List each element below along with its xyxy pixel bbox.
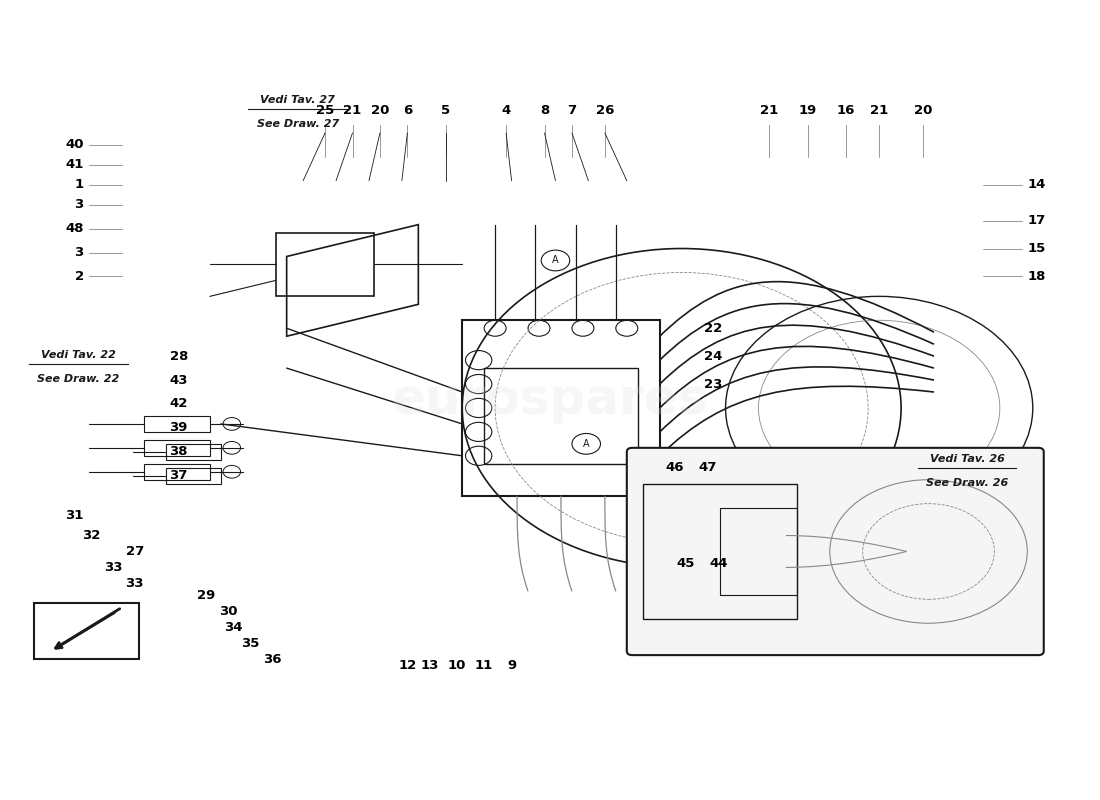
Text: 15: 15 (1027, 242, 1045, 255)
Text: 21: 21 (870, 104, 889, 117)
Text: 22: 22 (704, 322, 722, 334)
Text: 2: 2 (75, 270, 84, 283)
Bar (144, 440, 210, 456)
Text: 14: 14 (1027, 178, 1046, 191)
Text: 43: 43 (169, 374, 188, 386)
Text: 9: 9 (507, 659, 516, 672)
Text: See Draw. 26: See Draw. 26 (926, 478, 1008, 488)
Text: See Draw. 22: See Draw. 22 (37, 374, 119, 384)
Bar (462, 320, 660, 496)
Text: 5: 5 (441, 104, 450, 117)
Bar (144, 416, 210, 432)
Bar (276, 233, 374, 296)
Bar (166, 468, 221, 484)
Text: 16: 16 (837, 104, 856, 117)
Text: Vedi Tav. 26: Vedi Tav. 26 (930, 454, 1004, 464)
Bar (644, 484, 796, 619)
Text: 7: 7 (568, 104, 576, 117)
Text: 35: 35 (241, 637, 260, 650)
Text: 39: 39 (169, 422, 188, 434)
Text: 3: 3 (75, 246, 84, 259)
Text: 29: 29 (197, 589, 216, 602)
Text: 48: 48 (65, 222, 84, 235)
Text: 42: 42 (169, 398, 188, 410)
Text: 25: 25 (316, 104, 334, 117)
Text: 36: 36 (263, 653, 282, 666)
Text: 33: 33 (125, 577, 144, 590)
Text: 38: 38 (169, 446, 188, 458)
Text: 26: 26 (596, 104, 614, 117)
Text: 23: 23 (704, 378, 722, 390)
Text: 20: 20 (914, 104, 932, 117)
Text: 19: 19 (799, 104, 817, 117)
Text: 34: 34 (224, 621, 243, 634)
Text: 46: 46 (666, 462, 684, 474)
Text: 13: 13 (420, 659, 439, 672)
Text: 44: 44 (710, 557, 727, 570)
Text: A: A (583, 439, 590, 449)
Text: 31: 31 (65, 509, 84, 522)
Text: 1: 1 (75, 178, 84, 191)
Text: A: A (552, 255, 559, 266)
Text: 18: 18 (1027, 270, 1046, 283)
Text: eurospares: eurospares (392, 376, 708, 424)
Text: 11: 11 (475, 659, 493, 672)
Text: 40: 40 (65, 138, 84, 151)
Text: 33: 33 (103, 561, 122, 574)
Text: See Draw. 27: See Draw. 27 (256, 119, 339, 129)
Text: 45: 45 (676, 557, 694, 570)
Text: 6: 6 (403, 104, 412, 117)
Text: 30: 30 (219, 605, 238, 618)
Bar (34, 603, 139, 659)
Text: 21: 21 (343, 104, 362, 117)
Text: 47: 47 (698, 462, 716, 474)
Text: 21: 21 (760, 104, 779, 117)
Text: 12: 12 (398, 659, 417, 672)
FancyBboxPatch shape (627, 448, 1044, 655)
Text: 8: 8 (540, 104, 549, 117)
Text: 37: 37 (169, 470, 188, 482)
Text: 10: 10 (448, 659, 466, 672)
Text: 32: 32 (81, 529, 100, 542)
Text: Vedi Tav. 27: Vedi Tav. 27 (261, 95, 336, 105)
Text: 28: 28 (169, 350, 188, 362)
Text: 41: 41 (65, 158, 84, 171)
Bar (166, 444, 221, 460)
Text: Vedi Tav. 22: Vedi Tav. 22 (41, 350, 116, 360)
Text: 24: 24 (704, 350, 722, 362)
Bar (720, 508, 796, 595)
Text: 3: 3 (75, 198, 84, 211)
Bar (484, 368, 638, 464)
Bar (144, 464, 210, 480)
Text: 17: 17 (1027, 214, 1045, 227)
Text: 20: 20 (371, 104, 389, 117)
Text: 4: 4 (502, 104, 510, 117)
Text: 27: 27 (125, 545, 144, 558)
